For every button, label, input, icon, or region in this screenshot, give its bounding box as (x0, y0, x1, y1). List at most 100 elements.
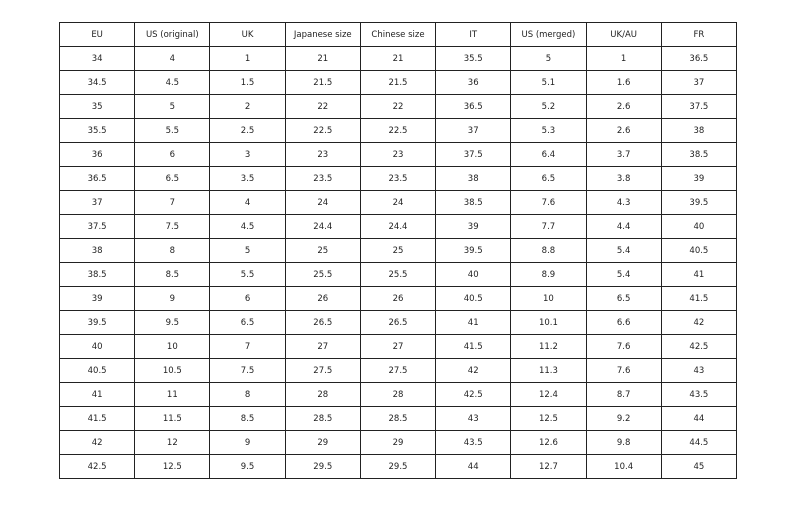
table-cell: 8 (209, 382, 286, 407)
table-cell: 25 (359, 238, 437, 263)
table-cell: 8.5 (209, 406, 286, 431)
table-cell: 10.1 (510, 310, 587, 335)
table-cell: 37.5 (435, 142, 512, 167)
table-cell: 38 (435, 166, 512, 191)
table-cell: 27 (359, 334, 437, 359)
table-cell: 1 (209, 46, 286, 71)
table-cell: 41 (660, 262, 738, 287)
table-cell: 6.5 (585, 286, 662, 311)
table-cell: 38.5 (435, 190, 512, 215)
table-cell: 6 (134, 142, 211, 167)
table-row: 38 8 5 25 25 39.5 8.8 5.4 40.5 (58, 238, 738, 263)
table-cell: 5 (134, 94, 211, 119)
table-cell: 37 (660, 70, 738, 95)
table-cell: 2.5 (209, 118, 286, 143)
table-cell: 25 (284, 238, 361, 263)
table-row: 40 10 7 27 27 41.5 11.2 7.6 42.5 (58, 334, 738, 359)
table-cell: 3.7 (585, 142, 662, 167)
table-cell: 5.5 (134, 118, 211, 143)
header-cell: UK/AU (585, 22, 662, 47)
table-cell: 39 (435, 214, 512, 239)
table-cell: 6.6 (585, 310, 662, 335)
table-cell: 27.5 (359, 358, 437, 383)
table-cell: 2 (209, 94, 286, 119)
table-cell: 11.2 (510, 334, 587, 359)
table-cell: 7.5 (209, 358, 286, 383)
table-cell: 6.4 (510, 142, 587, 167)
table-cell: 1.5 (209, 70, 286, 95)
table-cell: 5.4 (585, 262, 662, 287)
table-cell: 2.6 (585, 94, 662, 119)
table-cell: 3.8 (585, 166, 662, 191)
table-cell: 4 (209, 190, 286, 215)
table-cell: 8.8 (510, 238, 587, 263)
table-cell: 21.5 (359, 70, 437, 95)
table-cell: 40.5 (660, 238, 738, 263)
table-cell: 38.5 (660, 142, 738, 167)
table-cell: 8.9 (510, 262, 587, 287)
table-cell: 9.8 (585, 430, 662, 455)
table-cell: 36.5 (660, 46, 738, 71)
table-row: 39.5 9.5 6.5 26.5 26.5 41 10.1 6.6 42 (58, 310, 738, 335)
table-cell: 24.4 (359, 214, 437, 239)
table-cell: 7.6 (585, 334, 662, 359)
header-cell: US (original) (134, 22, 211, 47)
header-cell: Chinese size (359, 22, 437, 47)
table-cell: 11.3 (510, 358, 587, 383)
table-cell: 35.5 (58, 118, 136, 143)
table-cell: 40 (660, 214, 738, 239)
table-cell: 4.4 (585, 214, 662, 239)
table-cell: 27.5 (284, 358, 361, 383)
table-row: 41 11 8 28 28 42.5 12.4 8.7 43.5 (58, 382, 738, 407)
table-cell: 22 (284, 94, 361, 119)
table-cell: 10.4 (585, 454, 662, 479)
table-cell: 6.5 (134, 166, 211, 191)
table-cell: 26 (284, 286, 361, 311)
table-cell: 12 (134, 430, 211, 455)
table-cell: 5 (510, 46, 587, 71)
table-row: 39 9 6 26 26 40.5 10 6.5 41.5 (58, 286, 738, 311)
table-cell: 39.5 (660, 190, 738, 215)
table-cell: 9 (134, 286, 211, 311)
table-cell: 25.5 (284, 262, 361, 287)
table-cell: 40 (58, 334, 136, 359)
table-cell: 24.4 (284, 214, 361, 239)
table-cell: 4.5 (134, 70, 211, 95)
table-cell: 22 (359, 94, 437, 119)
table-cell: 39 (660, 166, 738, 191)
table-cell: 45 (660, 454, 738, 479)
table-row: 38.5 8.5 5.5 25.5 25.5 40 8.9 5.4 41 (58, 262, 738, 287)
table-cell: 7.6 (510, 190, 587, 215)
table-cell: 3 (209, 142, 286, 167)
table-row: 37 7 4 24 24 38.5 7.6 4.3 39.5 (58, 190, 738, 215)
table-cell: 37.5 (660, 94, 738, 119)
table-cell: 5.2 (510, 94, 587, 119)
table-cell: 35.5 (435, 46, 512, 71)
table-cell: 6.5 (209, 310, 286, 335)
table-cell: 39.5 (435, 238, 512, 263)
table-row: 35.5 5.5 2.5 22.5 22.5 37 5.3 2.6 38 (58, 118, 738, 143)
table-row: 42 12 9 29 29 43.5 12.6 9.8 44.5 (58, 430, 738, 455)
table-cell: 21.5 (284, 70, 361, 95)
table-cell: 38.5 (58, 262, 136, 287)
table-cell: 24 (284, 190, 361, 215)
table-cell: 21 (284, 46, 361, 71)
table-cell: 39.5 (58, 310, 136, 335)
table-cell: 8.7 (585, 382, 662, 407)
table-cell: 41.5 (58, 406, 136, 431)
table-row: 34.5 4.5 1.5 21.5 21.5 36 5.1 1.6 37 (58, 70, 738, 95)
table-cell: 36.5 (58, 166, 136, 191)
header-cell: US (merged) (510, 22, 587, 47)
table-cell: 42.5 (435, 382, 512, 407)
table-cell: 44.5 (660, 430, 738, 455)
table-cell: 9.5 (209, 454, 286, 479)
header-row: EU US (original) UK Japanese size Chinese si… (58, 22, 738, 47)
table-cell: 12.6 (510, 430, 587, 455)
table-cell: 10 (134, 334, 211, 359)
table-row: 36 6 3 23 23 37.5 6.4 3.7 38.5 (58, 142, 738, 167)
table-cell: 26.5 (284, 310, 361, 335)
table-cell: 6.5 (510, 166, 587, 191)
table-cell: 25.5 (359, 262, 437, 287)
table-cell: 3.5 (209, 166, 286, 191)
table-cell: 1.6 (585, 70, 662, 95)
